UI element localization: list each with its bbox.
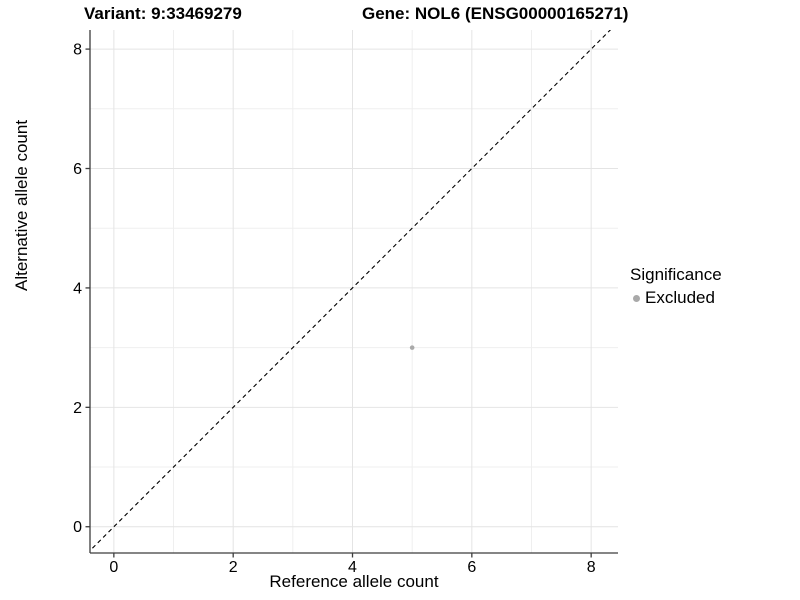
y-tick-label: 6	[73, 161, 82, 178]
identity-dashed-line	[90, 30, 612, 552]
legend-title: Significance	[630, 265, 722, 284]
x-tick-label: 6	[467, 559, 476, 576]
legend-item-excluded: Excluded	[630, 288, 722, 308]
legend-item-label: Excluded	[645, 288, 715, 307]
y-tick-label: 8	[73, 42, 82, 59]
y-tick-label: 2	[73, 400, 82, 417]
x-tick-label: 0	[109, 559, 118, 576]
data-point	[409, 345, 415, 350]
gene-title: Gene: NOL6 (ENSG00000165271)	[362, 4, 629, 23]
x-axis-title: Reference allele count	[269, 572, 439, 591]
x-tick-label: 4	[348, 559, 357, 576]
legend: Significance Excluded	[630, 265, 722, 308]
x-tick-label: 8	[587, 559, 596, 576]
y-tick-label: 0	[73, 519, 82, 536]
x-tick-label: 2	[229, 559, 238, 576]
y-tick-label: 4	[73, 280, 82, 297]
variant-title: Variant: 9:33469279	[84, 4, 242, 23]
legend-point-icon	[633, 294, 640, 302]
